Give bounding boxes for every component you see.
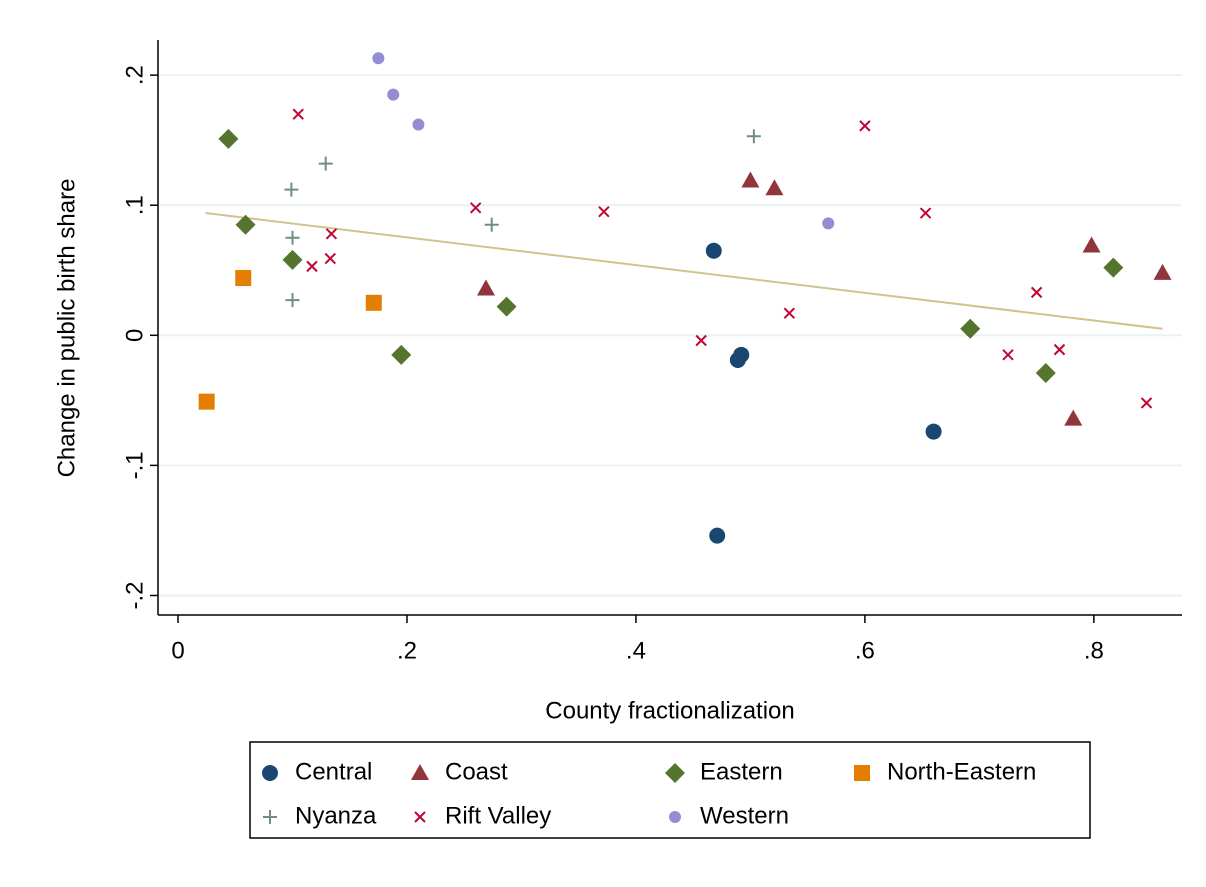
point [1153,263,1172,280]
point [925,423,942,440]
legend-marker [263,810,277,824]
y-tick-label: -.2 [121,581,148,609]
point [765,179,784,196]
point [705,242,722,259]
point [469,202,482,214]
y-tick-label: -.1 [121,451,148,479]
point [919,207,932,219]
point [741,171,760,188]
point [484,217,499,232]
point [282,249,303,270]
point [859,120,871,132]
point [746,129,761,144]
legend-label: Western [700,802,789,829]
point [822,217,835,230]
point [235,214,256,235]
y-axis-title: Change in public birth share [53,179,80,478]
point [598,206,610,218]
point [285,293,300,308]
point [496,296,517,317]
point [695,334,707,347]
point [324,252,336,265]
point [365,294,382,311]
point [1053,343,1066,356]
point [284,182,299,197]
x-tick-label: .2 [397,637,417,664]
legend-marker [414,811,426,823]
fit-line [205,212,1163,330]
point [325,228,338,240]
point [391,344,412,365]
point [285,230,300,245]
legend-label: Coast [445,758,508,785]
point [235,270,252,287]
x-tick-label: .6 [855,637,875,664]
point [783,307,796,319]
point [709,527,726,544]
legend-marker [854,765,870,781]
legend-marker [262,765,278,781]
point [1082,236,1101,253]
legend-label: Eastern [700,758,783,785]
point [1103,257,1124,278]
x-tick-label: .8 [1084,637,1104,664]
legend-marker [665,763,685,783]
y-tick-label: .2 [121,65,148,85]
legend-label: Central [295,758,372,785]
point [198,393,215,410]
y-tick-label: 0 [121,329,148,342]
legend-marker [669,811,681,823]
point [1064,409,1083,426]
legend-label: Rift Valley [445,802,551,829]
legend-marker [411,764,429,780]
y-tick-label: .1 [121,195,148,215]
x-axis-title: County fractionalization [545,697,794,724]
legend-box [249,741,1091,839]
x-tick-label: .4 [626,637,646,664]
point [729,352,746,369]
point [1002,349,1014,361]
legend-label: Nyanza [295,802,377,829]
point [476,279,495,296]
point [372,52,385,65]
point [1030,286,1043,299]
point [387,88,400,101]
point [960,318,981,339]
point [1140,397,1153,409]
point [318,156,333,171]
point [1035,363,1056,384]
point [412,118,425,131]
point [306,260,318,273]
point [218,128,239,149]
x-tick-label: 0 [171,637,184,664]
legend-label: North-Eastern [887,758,1036,785]
point [292,108,304,120]
